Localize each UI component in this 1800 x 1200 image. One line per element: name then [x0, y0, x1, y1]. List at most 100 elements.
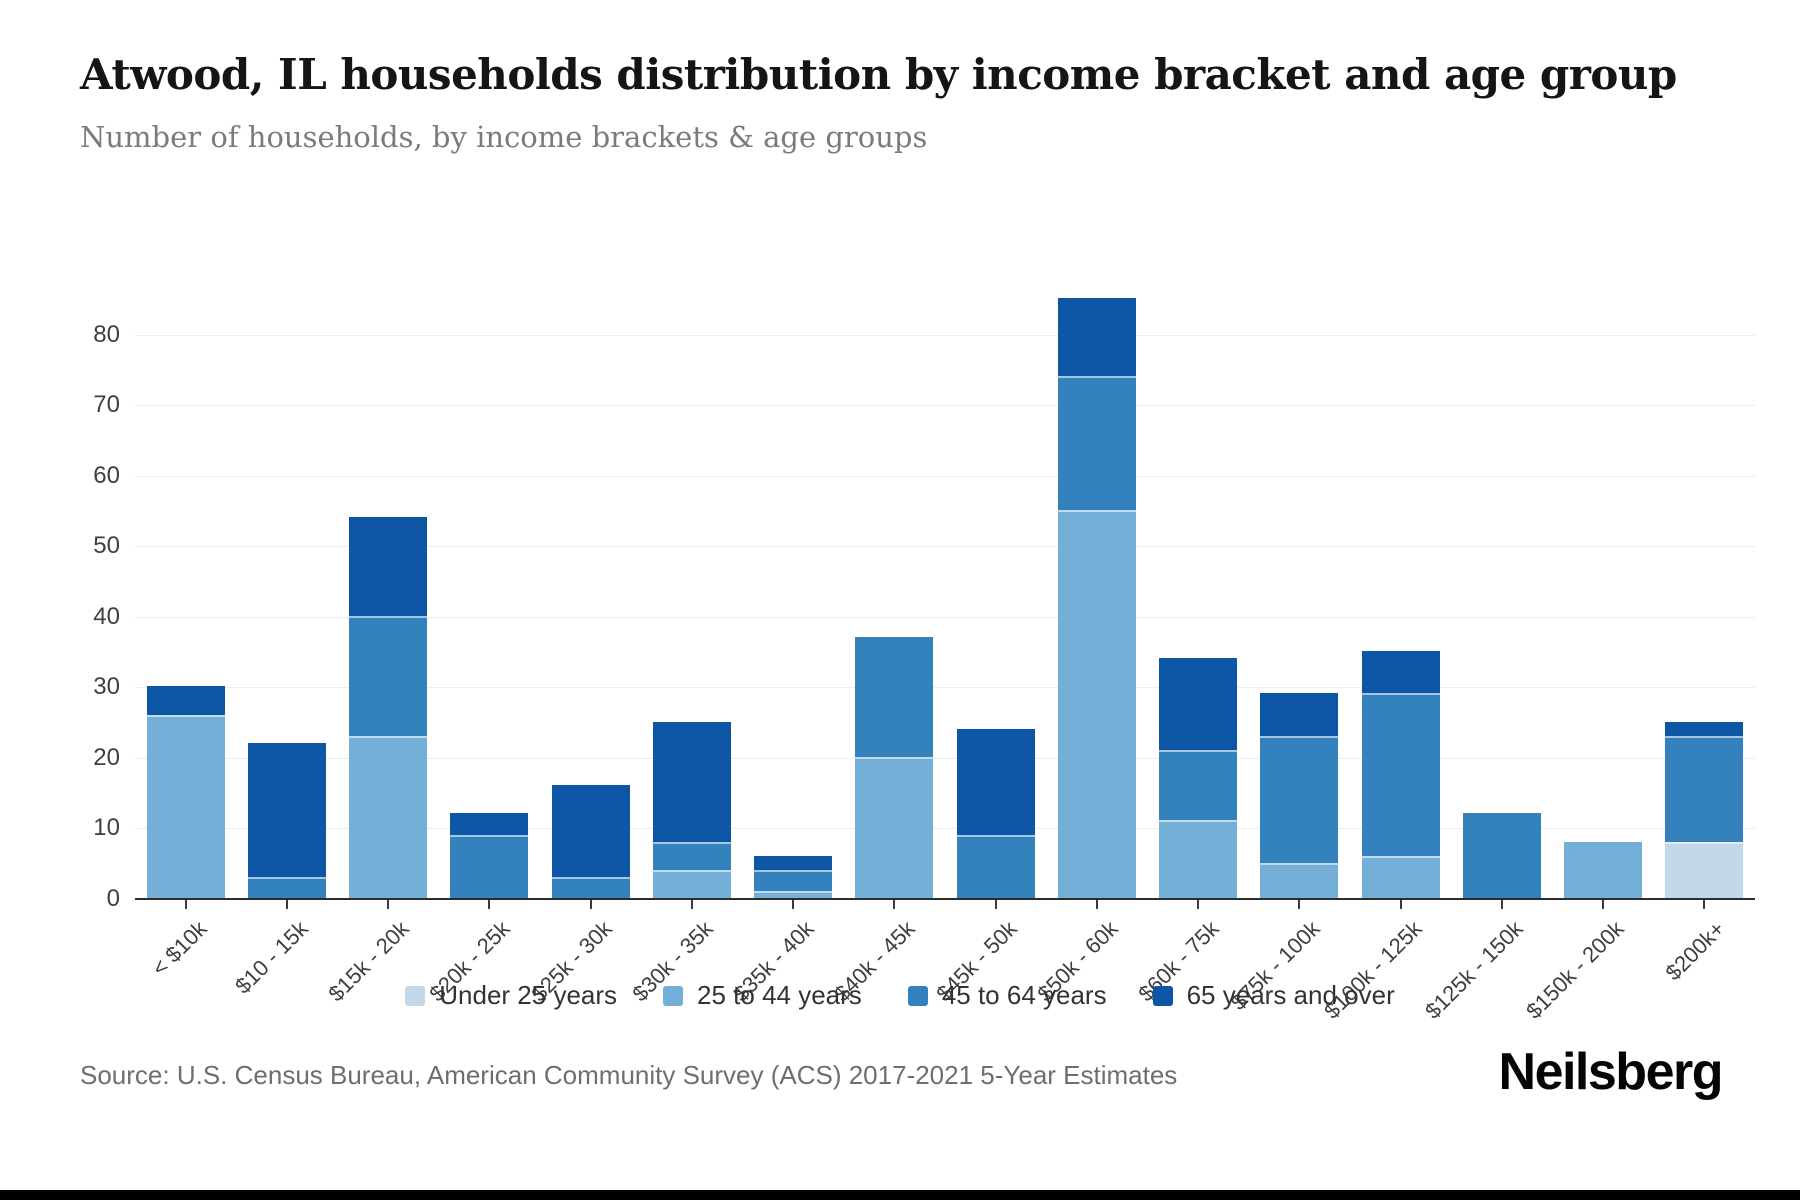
- bar-segment: [551, 876, 630, 898]
- bar-segment: [652, 841, 731, 870]
- axis-tick: [184, 900, 187, 909]
- legend-label: 25 to 44 years: [697, 980, 862, 1010]
- bar-segment: [551, 785, 630, 877]
- bar-segment: [652, 721, 731, 842]
- bar-segment: [652, 869, 731, 898]
- bar-segment: [855, 636, 934, 757]
- y-axis-label: 10: [93, 814, 120, 842]
- bar-segment: [247, 876, 326, 898]
- gridline: [135, 828, 1755, 830]
- bar-segment: [450, 834, 529, 898]
- bar-segment: [1057, 509, 1136, 898]
- gridline: [135, 757, 1755, 759]
- legend-swatch-icon: [663, 985, 684, 1006]
- bar-segment: [247, 742, 326, 877]
- bar-segment: [1665, 735, 1744, 842]
- y-axis-label: 0: [106, 885, 120, 912]
- y-axis-label: 70: [93, 391, 120, 419]
- axis-tick: [285, 900, 288, 909]
- axis-tick: [589, 900, 592, 909]
- bar-segment: [1462, 813, 1541, 898]
- bar-segment: [1159, 658, 1238, 750]
- gridline: [135, 616, 1755, 618]
- axis-tick: [488, 900, 491, 909]
- bar-1: [146, 686, 225, 898]
- bar-9: [956, 728, 1035, 898]
- bar-7: [754, 855, 833, 898]
- bar-15: [1564, 841, 1643, 898]
- bar-segment: [956, 834, 1035, 898]
- axis-tick: [1703, 900, 1706, 909]
- axis-tick: [1095, 900, 1098, 909]
- gridline: [135, 405, 1755, 407]
- bar-13: [1361, 651, 1440, 898]
- bar-segment: [1159, 820, 1238, 898]
- bar-segment: [1260, 862, 1339, 898]
- chart-legend: Under 25 years 25 to 44 years 45 to 64 yea…: [0, 980, 1800, 1011]
- bar-segment: [754, 869, 833, 891]
- legend-item[interactable]: 65 years and over: [1152, 980, 1395, 1011]
- y-axis-label: 60: [93, 461, 120, 489]
- y-axis-label: 40: [93, 602, 120, 630]
- axis-tick: [994, 900, 997, 909]
- bar-segment: [349, 517, 428, 616]
- axis-tick: [1399, 900, 1402, 909]
- y-axis-label: 50: [93, 532, 120, 560]
- axis-tick: [387, 900, 390, 909]
- legend-item[interactable]: 25 to 44 years: [663, 980, 862, 1011]
- axis-tick: [1602, 900, 1605, 909]
- axis-tick: [1500, 900, 1503, 909]
- bar-2: [247, 742, 326, 898]
- gridline: [135, 546, 1755, 548]
- bar-segment: [1159, 749, 1238, 821]
- bar-5: [551, 785, 630, 898]
- legend-label: 65 years and over: [1186, 980, 1395, 1010]
- bar-segment: [146, 686, 225, 715]
- axis-tick: [1197, 900, 1200, 909]
- bar-12: [1260, 693, 1339, 898]
- bar-segment: [1564, 841, 1643, 898]
- bar-segment: [450, 813, 529, 835]
- gridline: [135, 475, 1755, 477]
- bar-segment: [1665, 721, 1744, 736]
- bar-segment: [1057, 375, 1136, 510]
- bar-segment: [754, 890, 833, 898]
- x-axis-label: < $10k: [146, 916, 212, 981]
- bar-segment: [1260, 735, 1339, 863]
- y-axis-label: 20: [93, 743, 120, 771]
- legend-label: 45 to 64 years: [941, 980, 1107, 1010]
- bar-11: [1159, 658, 1238, 898]
- bottom-accent-bar: [0, 1190, 1800, 1200]
- bar-segment: [349, 615, 428, 736]
- axis-tick: [893, 900, 896, 909]
- chart-title: Atwood, IL households distribution by in…: [80, 50, 1677, 99]
- legend-item[interactable]: Under 25 years: [405, 980, 617, 1011]
- legend-item[interactable]: 45 to 64 years: [907, 980, 1107, 1011]
- gridline: [135, 334, 1755, 336]
- bar-segment: [855, 756, 934, 898]
- bar-segment: [1361, 651, 1440, 694]
- bar-10: [1057, 298, 1136, 898]
- bar-4: [450, 813, 529, 898]
- bar-6: [652, 721, 731, 898]
- x-axis-label: $200k+: [1660, 916, 1731, 986]
- y-axis-label: 80: [93, 320, 120, 348]
- bar-segment: [349, 735, 428, 898]
- bar-segment: [1057, 298, 1136, 376]
- legend-swatch-icon: [405, 985, 426, 1006]
- bar-segment: [146, 714, 225, 898]
- bar-8: [855, 636, 934, 898]
- x-axis-line: [135, 898, 1755, 900]
- axis-tick: [1298, 900, 1301, 909]
- bar-segment: [1361, 693, 1440, 856]
- brand-logo: Neilsberg: [1498, 1043, 1724, 1101]
- bar-segment: [1260, 693, 1339, 736]
- axis-tick: [690, 900, 693, 909]
- axis-tick: [792, 900, 795, 909]
- y-axis-label: 30: [93, 673, 120, 701]
- legend-label: Under 25 years: [439, 980, 618, 1010]
- gridline: [135, 687, 1755, 689]
- legend-swatch-icon: [1152, 985, 1173, 1006]
- legend-swatch-icon: [907, 985, 928, 1006]
